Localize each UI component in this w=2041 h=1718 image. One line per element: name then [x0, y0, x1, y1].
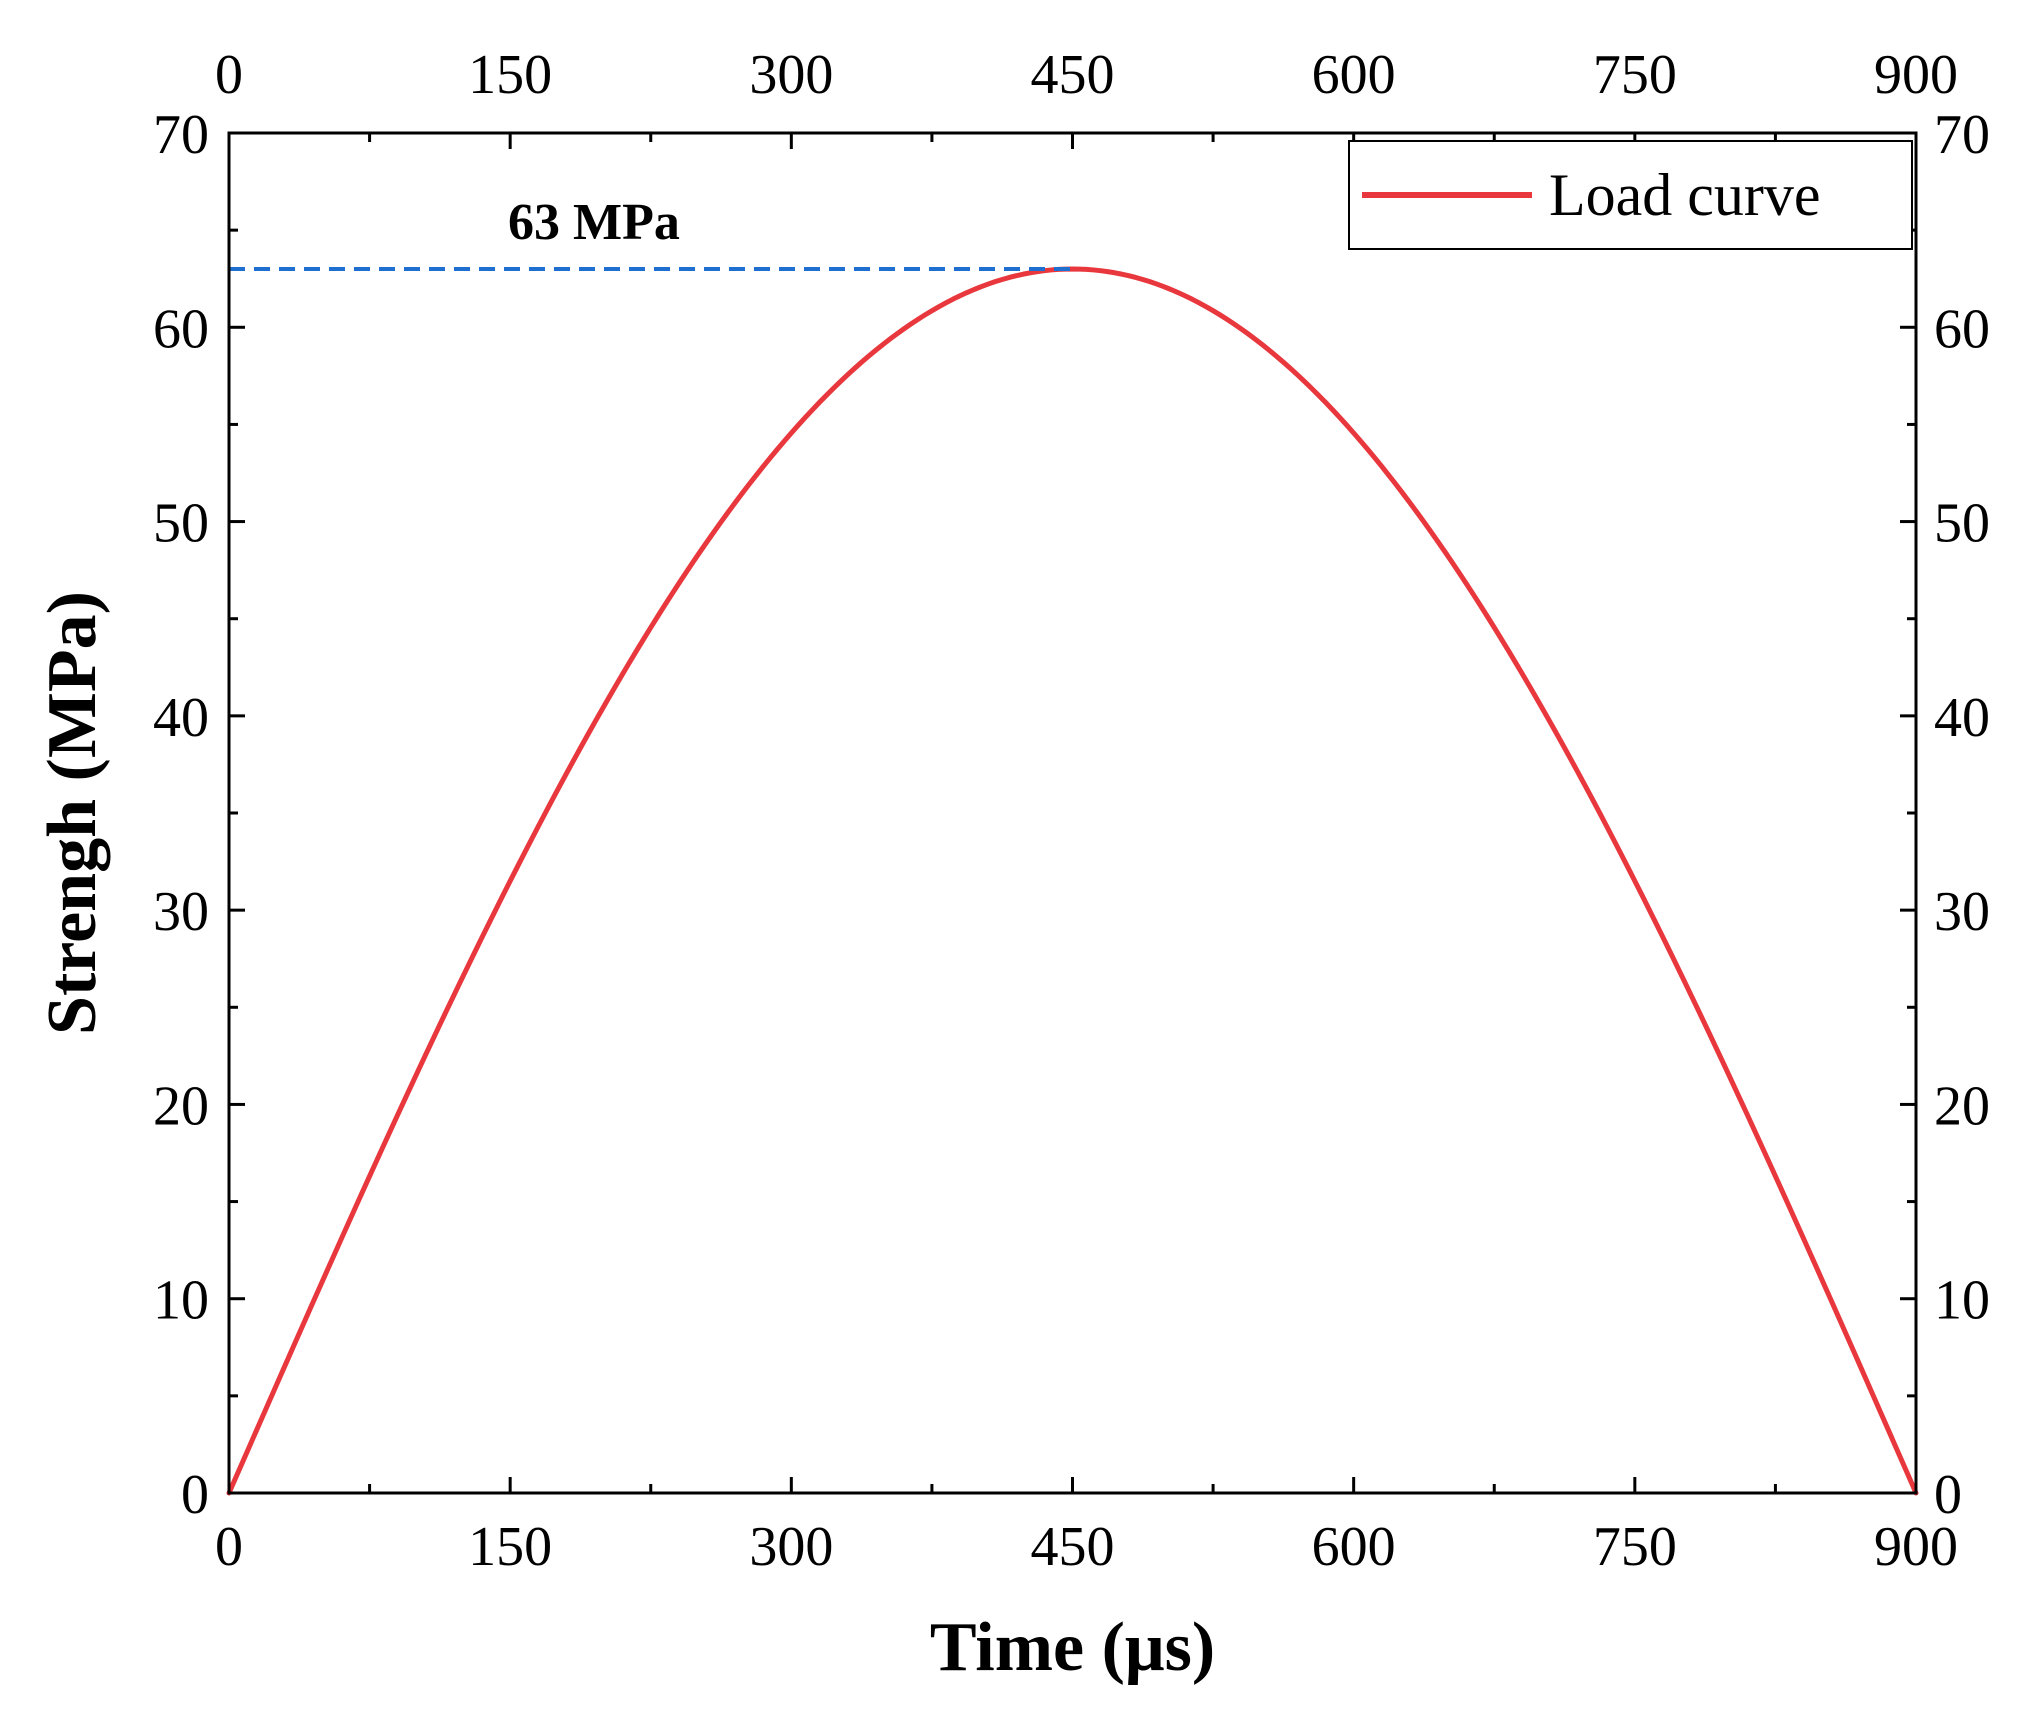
x-tick-label-bottom: 150 [468, 1516, 552, 1578]
x-tick-label-top: 0 [215, 44, 243, 106]
peak-annotation-label: 63 MPa [508, 194, 680, 251]
y-tick-label-left: 50 [153, 493, 209, 555]
y-tick-label-left: 0 [181, 1464, 209, 1526]
x-tick-label-top: 900 [1874, 44, 1958, 106]
y-axis-title: Strengh (MPa) [34, 591, 111, 1035]
x-tick-label-top: 600 [1312, 44, 1396, 106]
plot-annotations: 63 MPa [229, 194, 1073, 271]
series-line-load-curve [226, 266, 1919, 1496]
x-tick-label-top: 300 [749, 44, 833, 106]
y-tick-label-left: 10 [153, 1270, 209, 1332]
x-tick-label-top: 750 [1593, 44, 1677, 106]
x-tick-label-bottom: 900 [1874, 1516, 1958, 1578]
y-tick-label-left: 40 [153, 687, 209, 749]
x-tick-label-bottom: 450 [1031, 1516, 1115, 1578]
x-tick-label-top: 450 [1031, 44, 1115, 106]
legend: Load curve [1348, 140, 1913, 250]
y-tick-label-left: 30 [153, 881, 209, 943]
x-tick-label-top: 150 [468, 44, 552, 106]
y-tick-label-right: 30 [1934, 881, 1990, 943]
y-tick-label-left: 70 [153, 104, 209, 166]
plot-series [226, 266, 1919, 1496]
plot-frame [227, 131, 1918, 1495]
x-tick-label-bottom: 600 [1312, 1516, 1396, 1578]
y-tick-label-right: 60 [1934, 298, 1990, 360]
legend-label-load-curve: Load curve [1549, 162, 1821, 228]
y-tick-label-right: 0 [1934, 1464, 1962, 1526]
x-tick-label-bottom: 0 [215, 1516, 243, 1578]
y-tick-label-right: 10 [1934, 1270, 1990, 1332]
y-tick-label-right: 40 [1934, 687, 1990, 749]
x-axis-title: Time (μs) [930, 1609, 1215, 1686]
y-tick-label-right: 50 [1934, 493, 1990, 555]
x-tick-label-bottom: 300 [749, 1516, 833, 1578]
y-tick-label-right: 70 [1934, 104, 1990, 166]
y-tick-label-right: 20 [1934, 1075, 1990, 1137]
y-tick-label-left: 60 [153, 298, 209, 360]
y-tick-label-left: 20 [153, 1075, 209, 1137]
x-tick-label-bottom: 750 [1593, 1516, 1677, 1578]
